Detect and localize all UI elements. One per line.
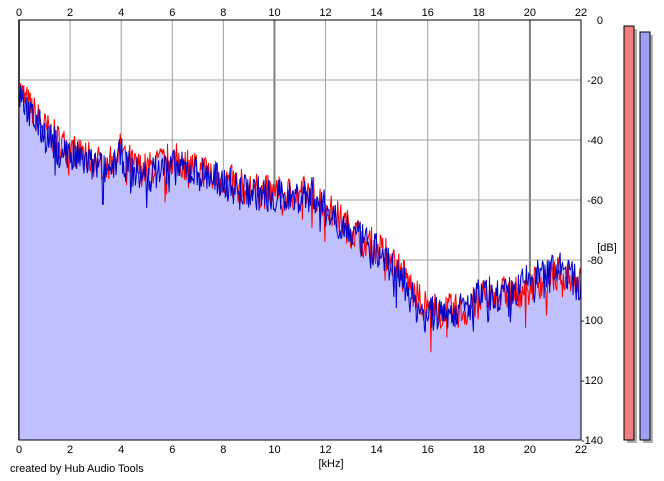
x-tick-label-top: 14 [371, 7, 383, 19]
x-tick-labels-top: 0 2 4 6 8 10 12 14 16 18 20 22 [16, 7, 587, 19]
meter-bar-left [623, 25, 635, 441]
y-tick-label: -40 [587, 135, 603, 147]
spectrum-series [18, 83, 582, 353]
x-tick-labels-bottom: 0 2 4 6 8 10 12 14 16 18 20 22 [16, 444, 587, 456]
series-line-1 [18, 85, 582, 333]
spectrum-area-fill [19, 83, 581, 441]
x-tick-label-bottom: 14 [371, 444, 383, 456]
y-tick-label: -140 [581, 435, 603, 447]
x-tick-label-bottom: 2 [67, 444, 73, 456]
x-tick-label-top: 6 [169, 7, 175, 19]
x-tick-label-top: 20 [524, 7, 536, 19]
x-tick-label-bottom: 18 [473, 444, 485, 456]
y-axis-label: [dB] [597, 242, 617, 254]
x-tick-label-top: 12 [319, 7, 331, 19]
meter-bar-right [639, 31, 651, 441]
x-tick-label-bottom: 22 [575, 444, 587, 456]
x-tick-label-top: 0 [16, 7, 22, 19]
x-tick-label-bottom: 6 [169, 444, 175, 456]
x-tick-label-top: 10 [268, 7, 280, 19]
credit-text: created by Hub Audio Tools [10, 463, 144, 475]
x-tick-label-top: 2 [67, 7, 73, 19]
level-meters [623, 25, 653, 443]
x-tick-label-top: 22 [575, 7, 587, 19]
y-tick-label: -60 [587, 195, 603, 207]
x-tick-label-bottom: 16 [422, 444, 434, 456]
x-tick-label-bottom: 4 [118, 444, 124, 456]
y-tick-label: -120 [581, 375, 603, 387]
y-tick-label: -80 [587, 255, 603, 267]
plot-frame [18, 19, 582, 441]
x-tick-label-bottom: 12 [319, 444, 331, 456]
x-tick-label-top: 4 [118, 7, 124, 19]
x-axis-label: [kHz] [318, 458, 343, 470]
x-tick-label-bottom: 10 [268, 444, 280, 456]
y-tick-label: 0 [597, 15, 603, 27]
y-tick-label: -100 [581, 315, 603, 327]
x-tick-label-bottom: 20 [524, 444, 536, 456]
y-tick-labels: 0 -20 -40 -60 -80 -100 -120 -140 [581, 15, 603, 447]
series-line-0 [18, 83, 582, 353]
x-tick-label-top: 8 [220, 7, 226, 19]
x-tick-label-bottom: 0 [16, 444, 22, 456]
x-tick-label-top: 18 [473, 7, 485, 19]
y-tick-label: -20 [587, 75, 603, 87]
x-tick-label-top: 16 [422, 7, 434, 19]
x-tick-label-bottom: 8 [220, 444, 226, 456]
